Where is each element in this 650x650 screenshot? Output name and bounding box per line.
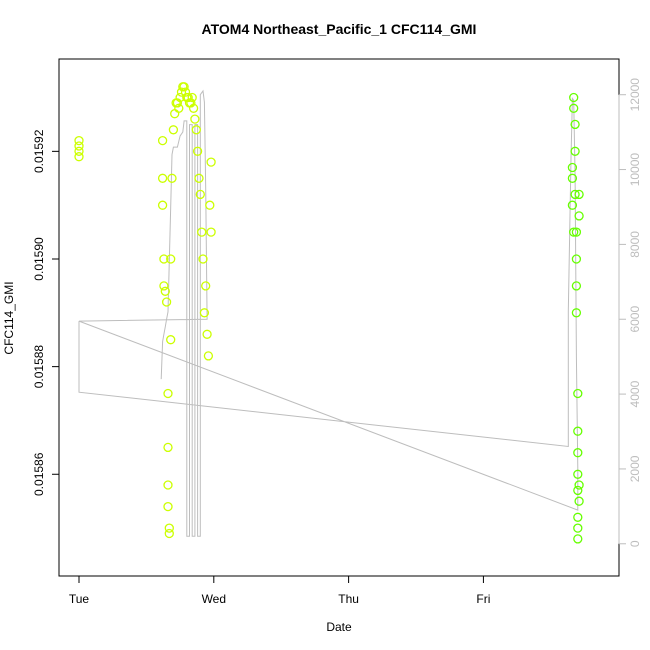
y-right-tick-label: 2000 [628,455,642,482]
plot-frame [58,58,620,577]
data-point [163,388,173,399]
data-point [573,469,583,479]
data-point [573,534,583,544]
x-axis-label: Date [326,620,352,634]
data-point [176,87,187,97]
data-point [206,227,216,237]
data-point [159,254,169,264]
data-point [569,92,579,103]
y-right-tick-label: 0 [628,540,642,547]
data-point [573,523,583,533]
y-right-tick-label: 10000 [628,153,642,187]
y-right-tick-label: 8000 [628,231,642,258]
data-point [199,308,210,318]
data-point [203,351,214,361]
data-point [571,227,582,237]
altitude-line [78,89,579,537]
data-point [159,281,169,291]
data-point [190,114,200,124]
data-point [188,103,199,113]
data-point [194,173,204,183]
data-point [163,501,173,512]
data-points-layer [74,82,584,544]
y-tick-label: 0.01590 [32,237,46,281]
data-point [573,512,583,522]
data-point [570,146,580,156]
altitude-line-layer [78,89,579,537]
data-point [164,528,174,539]
data-point [206,157,216,167]
data-point [168,125,179,135]
data-point [567,162,578,173]
y-right-tick-label: 6000 [628,306,642,333]
data-point [201,281,211,291]
data-point [172,98,183,108]
data-point [180,87,191,97]
y-axis-right: 0 2000 4000 6000 8000 10000 12000 [618,78,642,547]
x-tick-label: Thu [338,592,359,606]
x-axis: Tue Wed Thu Fri [69,575,490,606]
data-point [574,496,584,506]
data-point [569,227,579,237]
data-point [157,135,168,146]
data-point [573,448,583,458]
data-point [573,388,583,399]
data-point [167,173,177,183]
data-point [191,125,201,135]
data-point [74,141,84,151]
y-tick-label: 0.01588 [32,345,46,389]
y-tick-label: 0.01592 [32,129,46,173]
data-point [179,82,189,92]
data-point [202,329,212,339]
data-point [574,211,584,221]
data-point [183,92,193,103]
data-point [573,426,583,436]
data-point [74,152,84,162]
data-point [569,103,579,113]
data-point [567,200,578,210]
data-point [166,254,176,264]
data-point [74,146,84,156]
data-point [573,485,583,496]
chart-title: ATOM4 Northeast_Pacific_1 CFC114_GMI [202,21,477,37]
data-point [160,286,170,296]
data-point [197,227,207,237]
data-point [186,98,196,108]
data-point [163,480,173,490]
y-right-tick-label: 12000 [628,78,642,112]
y-axis: 0.01586 0.01588 0.01590 0.01592 [32,129,60,496]
data-point [174,103,184,113]
data-point [198,254,208,264]
data-point [571,308,582,318]
data-point [571,281,582,291]
data-point [567,173,578,183]
data-point [170,109,180,119]
data-point [163,442,173,453]
data-point [571,254,582,264]
data-point [157,200,168,210]
x-tick-label: Tue [69,592,90,606]
data-point [574,480,584,490]
data-point [74,135,84,146]
data-point [205,200,215,210]
x-tick-label: Fri [476,592,490,606]
y-right-tick-label: 4000 [628,380,642,407]
data-point [570,189,580,200]
data-point [161,297,172,307]
y-tick-label: 0.01586 [32,452,46,496]
data-point [157,173,168,183]
data-point [574,189,584,200]
data-point [164,523,174,533]
y-axis-label: CFC114_GMI [2,281,16,354]
data-point [192,146,203,156]
x-tick-label: Wed [202,592,226,606]
data-point [166,335,176,345]
data-point [195,189,205,200]
data-point [570,119,580,130]
data-point [187,92,197,103]
